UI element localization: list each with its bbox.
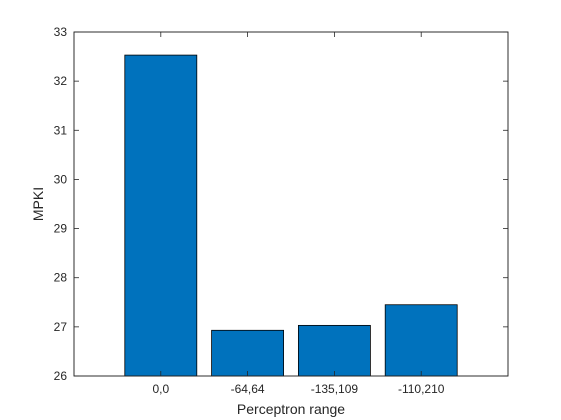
y-tick-label: 28	[54, 271, 68, 285]
x-tick-label: -64,64	[231, 382, 265, 396]
y-axis-label: MPKI	[30, 187, 46, 221]
bar	[384, 304, 458, 377]
y-tick-label: 30	[54, 172, 68, 186]
x-tick-label: -110,210	[398, 382, 445, 396]
x-tick-label: 0,0	[152, 382, 169, 396]
y-tick-label: 31	[54, 123, 68, 137]
y-tick-label: 29	[54, 222, 68, 236]
y-tick-label: 26	[54, 369, 68, 383]
bar	[297, 324, 371, 377]
x-axis-label: Perceptron range	[237, 401, 345, 417]
y-tick-label: 33	[54, 25, 68, 39]
x-axis-ticks: 0,0 -64,64 -135,109 -110,210	[152, 32, 445, 396]
bar	[124, 54, 198, 377]
plot-frame	[73, 31, 509, 377]
y-tick-label: 32	[54, 74, 68, 88]
bars	[124, 54, 458, 377]
y-tick-label: 27	[54, 320, 68, 334]
x-tick-label: -135,109	[311, 382, 359, 396]
bar	[211, 329, 285, 377]
